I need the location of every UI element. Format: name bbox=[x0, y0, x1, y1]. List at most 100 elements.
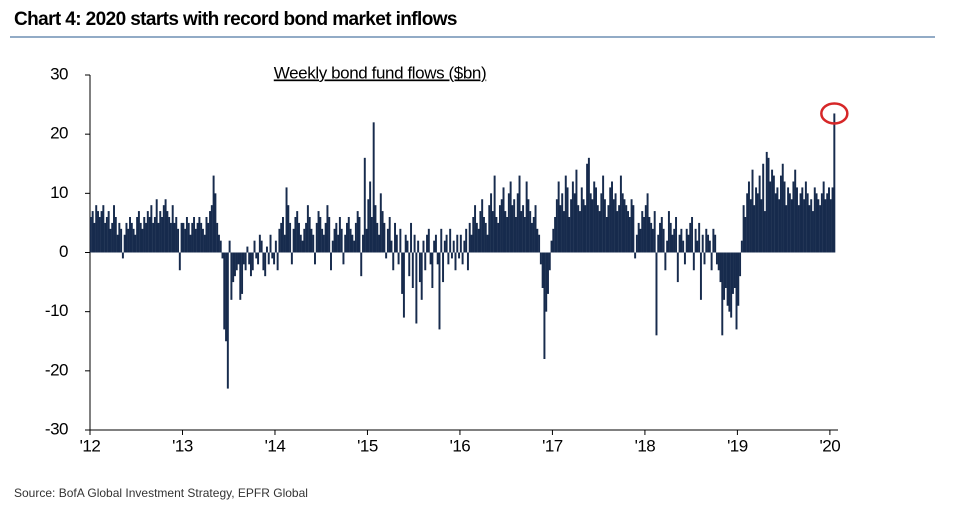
bar bbox=[120, 228, 123, 253]
bar bbox=[577, 205, 580, 253]
bar bbox=[374, 205, 377, 253]
bar bbox=[191, 222, 194, 253]
bar bbox=[123, 234, 126, 253]
bar bbox=[265, 246, 268, 253]
bar bbox=[177, 228, 180, 253]
bar bbox=[644, 205, 647, 253]
bar bbox=[639, 228, 642, 253]
bar bbox=[438, 252, 441, 330]
bar bbox=[776, 187, 779, 253]
bar bbox=[214, 193, 217, 253]
bar bbox=[650, 222, 653, 253]
bar bbox=[557, 181, 560, 253]
bar bbox=[600, 193, 603, 253]
bar bbox=[806, 193, 809, 253]
bar bbox=[504, 211, 507, 253]
bar bbox=[790, 199, 793, 253]
bar bbox=[180, 222, 183, 253]
bar bbox=[506, 217, 509, 253]
bar bbox=[235, 252, 238, 271]
bar bbox=[203, 234, 206, 253]
bar bbox=[440, 228, 443, 253]
bar bbox=[237, 252, 240, 265]
bar bbox=[733, 252, 736, 288]
bar bbox=[607, 205, 610, 253]
bar bbox=[635, 234, 638, 253]
bar bbox=[465, 228, 468, 253]
bar bbox=[370, 217, 373, 253]
bar bbox=[532, 217, 535, 253]
bar bbox=[651, 228, 654, 253]
bar bbox=[169, 222, 172, 253]
bar bbox=[527, 199, 530, 253]
bar bbox=[564, 175, 567, 253]
bar bbox=[239, 252, 242, 300]
bar bbox=[278, 228, 281, 253]
bar bbox=[280, 222, 283, 253]
bar bbox=[93, 222, 96, 253]
bar bbox=[449, 228, 452, 253]
bar bbox=[321, 228, 324, 253]
bar bbox=[472, 217, 475, 253]
y-tick-label: -10 bbox=[45, 301, 68, 320]
bar bbox=[201, 228, 204, 253]
bar bbox=[520, 211, 523, 253]
bar bbox=[694, 228, 697, 253]
bar bbox=[168, 217, 171, 253]
bar bbox=[484, 222, 487, 253]
bar bbox=[152, 222, 155, 253]
bar bbox=[193, 217, 196, 253]
bar bbox=[662, 228, 665, 253]
bar bbox=[779, 175, 782, 253]
bar bbox=[463, 240, 466, 253]
bar bbox=[657, 234, 660, 253]
bar bbox=[171, 205, 174, 253]
bar bbox=[132, 228, 135, 253]
bar bbox=[475, 222, 478, 253]
bar bbox=[812, 211, 814, 253]
bar bbox=[312, 234, 315, 253]
bar bbox=[129, 217, 131, 253]
bar bbox=[415, 252, 418, 324]
bar bbox=[253, 240, 256, 253]
bar bbox=[328, 217, 331, 253]
bar bbox=[596, 205, 599, 253]
bar bbox=[490, 193, 493, 253]
bar bbox=[675, 217, 678, 253]
bar bbox=[221, 252, 224, 259]
bar bbox=[474, 205, 477, 253]
bar bbox=[691, 217, 694, 253]
bar bbox=[586, 163, 589, 253]
bar bbox=[682, 240, 685, 253]
bar bbox=[477, 228, 480, 253]
bar bbox=[146, 211, 149, 253]
bar bbox=[491, 211, 494, 253]
bar bbox=[797, 205, 800, 253]
bar bbox=[587, 157, 590, 253]
bar bbox=[262, 252, 265, 271]
bar bbox=[241, 252, 244, 294]
bar bbox=[353, 240, 356, 253]
bar bbox=[579, 211, 581, 253]
bar bbox=[379, 193, 382, 253]
bar bbox=[298, 222, 300, 253]
x-tick-label: '15 bbox=[357, 436, 378, 455]
bar bbox=[731, 252, 734, 294]
bar bbox=[319, 217, 322, 253]
bar bbox=[164, 199, 167, 253]
bar bbox=[678, 234, 681, 253]
bar bbox=[707, 234, 710, 253]
bar bbox=[376, 222, 379, 253]
bar bbox=[442, 252, 445, 283]
bar bbox=[399, 228, 402, 253]
bar bbox=[509, 181, 512, 253]
bar bbox=[148, 217, 151, 253]
bar bbox=[799, 193, 802, 253]
bar bbox=[139, 222, 142, 253]
bar bbox=[486, 234, 489, 253]
bar bbox=[683, 252, 686, 265]
bar bbox=[698, 222, 701, 253]
bar bbox=[289, 222, 292, 253]
bar bbox=[306, 205, 309, 253]
bar bbox=[424, 252, 427, 271]
